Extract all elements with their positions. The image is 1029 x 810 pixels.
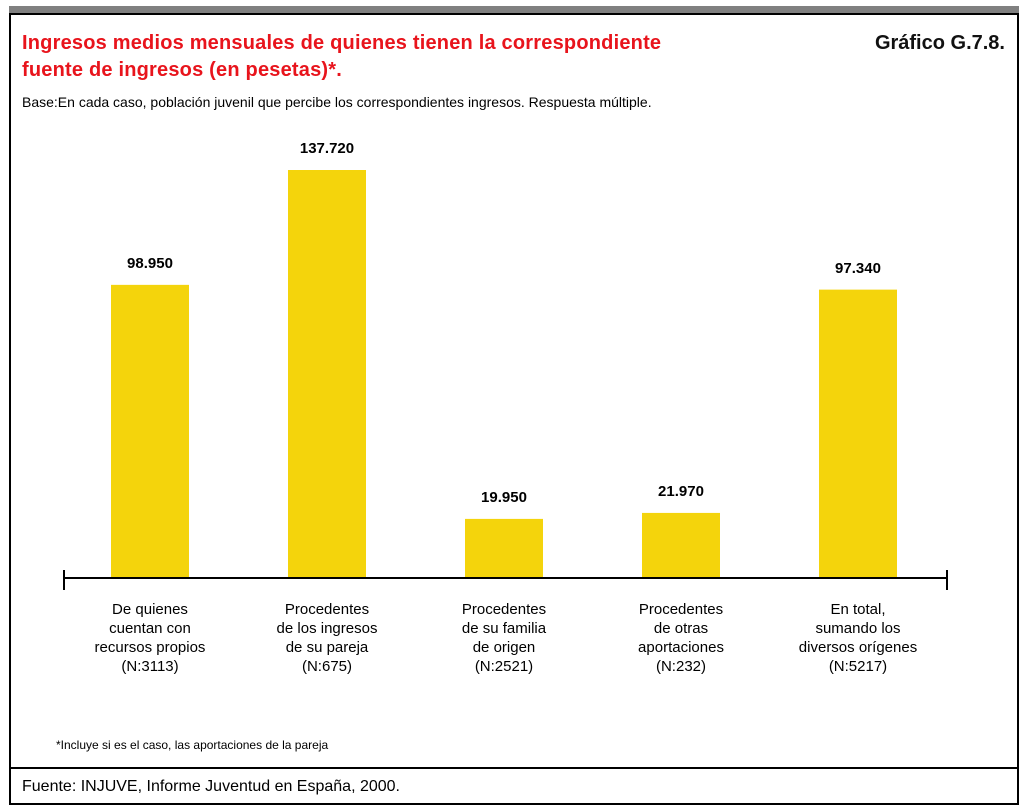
value-label: 98.950 <box>127 254 173 272</box>
value-label: 137.720 <box>299 140 355 157</box>
x-tick-label: En total, sumando los diversos orígenes … <box>798 601 918 675</box>
border <box>9 13 1019 805</box>
bar <box>642 512 720 578</box>
chart-title: Ingresos medios mensuales de quienes tie… <box>22 32 662 81</box>
source: Fuente: INJUVE, Informe Juventud en Espa… <box>22 778 400 795</box>
footnote: *Incluye si es el caso, las aportaciones… <box>56 738 329 752</box>
x-tick-label: Procedentes de su familia de origen (N:2… <box>461 601 547 675</box>
bar <box>465 518 543 578</box>
plot <box>63 170 948 590</box>
bar <box>288 170 366 578</box>
bar <box>111 284 189 578</box>
chart-id: Gráfico G.7.8. <box>874 32 1005 54</box>
x-tick-label: Procedentes de los ingresos de su pareja… <box>276 601 378 675</box>
subtitle: Base:En cada caso, población juvenil que… <box>22 94 652 110</box>
bar <box>819 289 897 578</box>
value-label: 97.340 <box>835 259 881 277</box>
x-tick-label: De quienes cuentan con recursos propios … <box>94 601 206 675</box>
top-bar <box>9 6 1019 14</box>
x-tick-label: Procedentes de otras aportaciones (N:232… <box>638 601 724 675</box>
value-label: 19.950 <box>481 488 527 506</box>
value-label: 21.970 <box>658 482 704 500</box>
